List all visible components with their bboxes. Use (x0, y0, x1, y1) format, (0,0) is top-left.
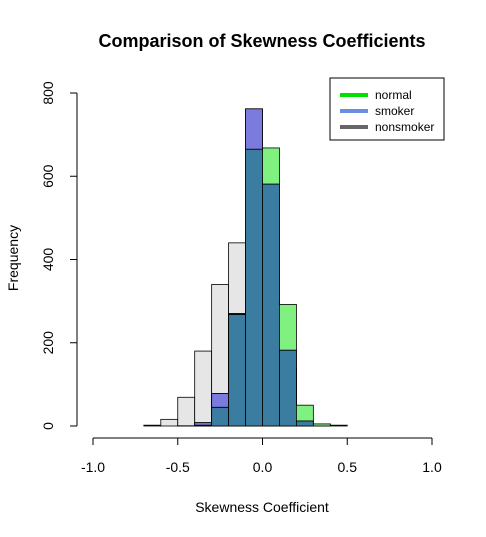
y-axis: 0 200 400 600 800 (40, 81, 78, 430)
legend-label-nonsmoker: nonsmoker (375, 120, 434, 134)
bar-normal (262, 147, 280, 185)
bar-normal-smoker-overlap (211, 406, 229, 427)
bar-smoker-top (194, 422, 213, 426)
legend-label-normal: normal (375, 88, 412, 102)
bar-normal (312, 423, 331, 427)
bar-normal-smoker-overlap (228, 314, 246, 427)
bar-smoker-top (228, 313, 246, 315)
bar-smoker-top (245, 108, 263, 150)
y-tick-label: 200 (40, 331, 56, 355)
bar-normal-smoker-overlap (262, 183, 280, 427)
x-tick-label: -0.5 (166, 459, 190, 475)
x-axis: -1.0 -0.5 0.0 0.5 1.0 (81, 437, 442, 475)
y-tick-label: 800 (40, 81, 56, 105)
bar-normal-smoker-overlap (245, 148, 263, 427)
y-tick-label: 600 (40, 164, 56, 188)
bar-smoker-top (211, 393, 229, 408)
bar-nonsmoker (160, 418, 179, 427)
x-tick-label: 1.0 (422, 459, 442, 475)
bar-normal-smoker-overlap (295, 420, 314, 427)
bar-nonsmoker (177, 396, 196, 427)
bar-nonsmoker (143, 424, 162, 427)
y-tick-label: 0 (40, 422, 56, 430)
x-tick-label: 0.0 (253, 459, 273, 475)
chart-title: Comparison of Skewness Coefficients (98, 31, 425, 51)
bar-normal (279, 304, 297, 351)
x-axis-label: Skewness Coefficient (195, 499, 329, 515)
y-axis-label: Frequency (5, 225, 21, 291)
bar-nonsmoker (194, 350, 213, 427)
bar-normal (295, 404, 314, 422)
x-tick-label: -1.0 (81, 459, 105, 475)
x-tick-label: 0.5 (338, 459, 358, 475)
legend: normal smoker nonsmoker (329, 77, 445, 141)
bar-normal-smoker-overlap (279, 349, 297, 427)
y-tick-label: 400 (40, 248, 56, 272)
histogram-bars (143, 108, 348, 427)
legend-label-smoker: smoker (375, 104, 414, 118)
bar-nonsmoker (329, 424, 348, 427)
